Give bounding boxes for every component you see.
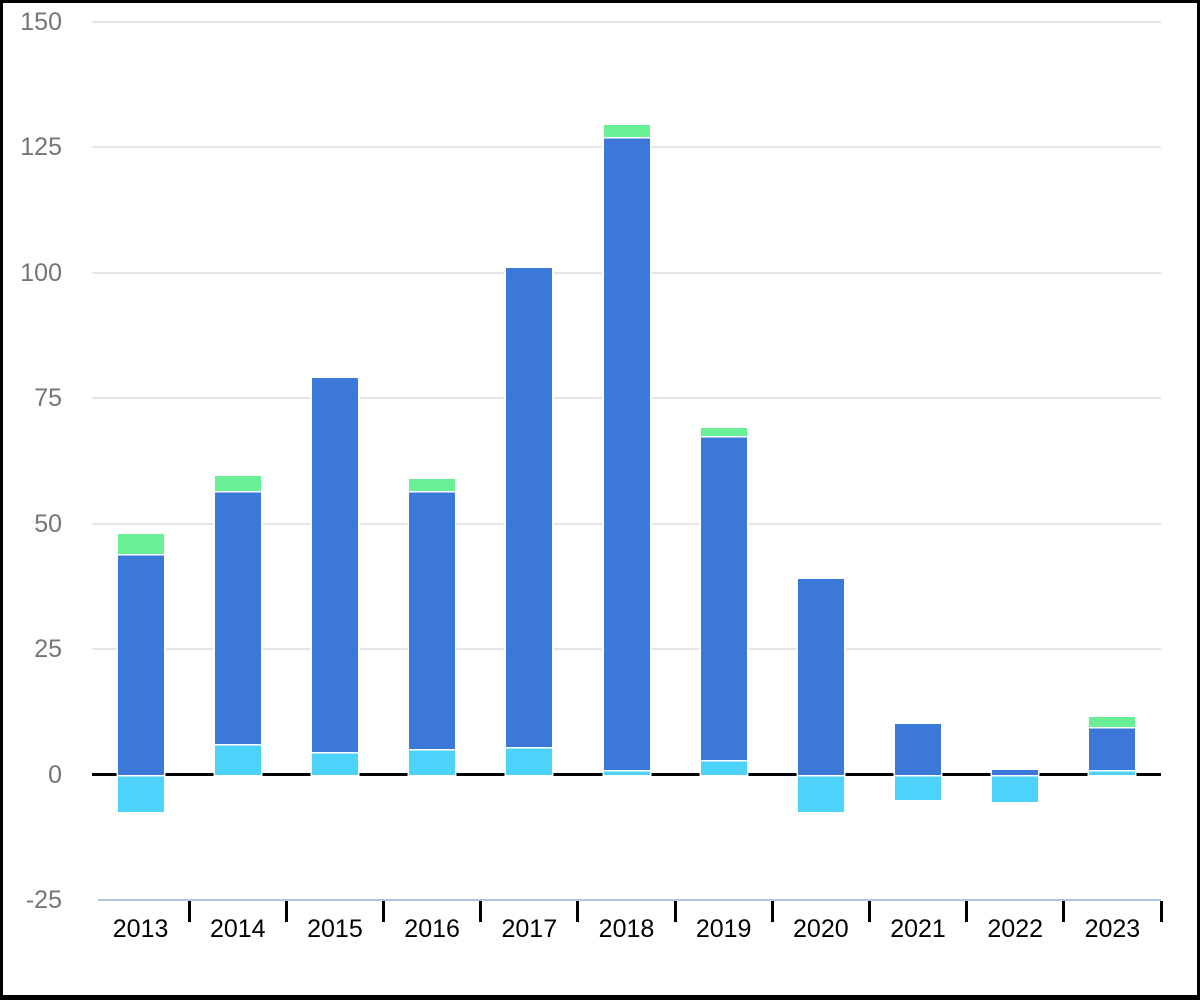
bar-2023-green[interactable]	[1089, 716, 1136, 727]
x-axis-tick	[965, 901, 969, 922]
bar-2013-cyan[interactable]	[117, 774, 164, 813]
x-axis-tick	[576, 901, 580, 922]
y-axis-label-150: 150	[20, 8, 62, 36]
x-axis-tick	[1159, 901, 1163, 922]
bar-2013-blue[interactable]	[117, 553, 164, 775]
x-axis-tick	[673, 901, 677, 922]
x-axis-tick	[382, 901, 386, 922]
zero-line	[92, 773, 1161, 777]
y-axis-label-125: 125	[20, 133, 62, 162]
bar-2017-blue[interactable]	[506, 267, 553, 747]
x-axis-label-2020: 2020	[793, 915, 849, 943]
x-axis-label-2013: 2013	[112, 915, 169, 943]
x-axis-label-2015: 2015	[307, 915, 363, 943]
x-axis-label-2019: 2019	[695, 915, 752, 943]
bar-2018-cyan[interactable]	[603, 769, 650, 775]
x-axis-label-2014: 2014	[209, 915, 266, 943]
x-axis-label-2022: 2022	[987, 915, 1044, 943]
gridline-150	[92, 21, 1161, 23]
x-axis-tick	[187, 901, 191, 922]
bar-2023-cyan[interactable]	[1089, 769, 1136, 775]
bar-2014-blue[interactable]	[214, 491, 261, 745]
y-axis-label--25: -25	[25, 886, 62, 914]
x-axis-tick	[284, 901, 288, 922]
bar-2022-cyan[interactable]	[992, 774, 1039, 803]
bar-2018-blue[interactable]	[603, 137, 650, 770]
bar-2014-cyan[interactable]	[214, 744, 261, 775]
y-axis-label-0: 0	[48, 760, 62, 789]
x-axis-label-2023: 2023	[1084, 915, 1141, 943]
bar-2013-green[interactable]	[117, 533, 164, 554]
y-axis-label-50: 50	[34, 509, 62, 538]
bar-2019-blue[interactable]	[700, 435, 747, 760]
x-axis-tick	[867, 901, 871, 922]
x-axis-tick	[770, 901, 774, 922]
bar-2019-green[interactable]	[700, 428, 747, 436]
bar-2023-blue[interactable]	[1089, 726, 1136, 770]
x-axis-label-2017: 2017	[501, 915, 558, 943]
bar-2017-cyan[interactable]	[506, 746, 553, 775]
x-axis-label-2018: 2018	[598, 915, 655, 943]
x-axis-label-2021: 2021	[890, 915, 946, 943]
bar-2020-cyan[interactable]	[797, 774, 844, 813]
bar-2019-cyan[interactable]	[700, 759, 747, 775]
bar-2022-blue[interactable]	[992, 769, 1039, 775]
bar-2021-blue[interactable]	[895, 724, 942, 775]
y-axis-label-75: 75	[34, 384, 62, 413]
bar-2018-green[interactable]	[603, 124, 650, 138]
bar-2014-green[interactable]	[214, 476, 261, 492]
x-axis-tick	[479, 901, 483, 922]
bar-2021-cyan[interactable]	[895, 774, 942, 800]
bar-2015-blue[interactable]	[311, 378, 358, 752]
bar-2016-cyan[interactable]	[409, 749, 456, 775]
bar-2016-blue[interactable]	[409, 491, 456, 750]
y-axis-label-100: 100	[20, 258, 62, 287]
bar-2015-cyan[interactable]	[311, 751, 358, 775]
x-axis-tick	[1062, 901, 1066, 922]
x-axis-label-2016: 2016	[404, 915, 460, 943]
bar-2020-blue[interactable]	[797, 578, 844, 775]
y-axis-label-25: 25	[34, 635, 62, 664]
bar-2016-green[interactable]	[409, 478, 456, 492]
x-axis-line	[98, 899, 1161, 901]
